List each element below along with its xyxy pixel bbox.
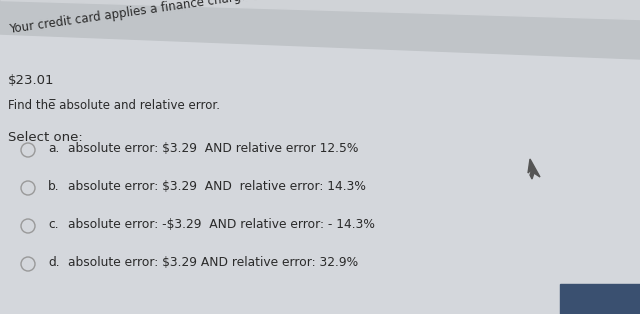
Text: $23.01: $23.01 [8, 74, 54, 87]
Text: absolute error: $3.29  AND relative error 12.5%: absolute error: $3.29 AND relative error… [68, 143, 358, 155]
Text: Find the̅ absolute and relative error.: Find the̅ absolute and relative error. [8, 99, 220, 112]
Text: Your credit card applies a finance charge of $26.30. The finance charge should h: Your credit card applies a finance charg… [8, 0, 536, 36]
Text: absolute error: $3.29 AND relative error: 32.9%: absolute error: $3.29 AND relative error… [68, 257, 358, 269]
Text: Select one:: Select one: [8, 131, 83, 144]
Bar [560, 284, 640, 314]
Text: c.: c. [48, 219, 59, 231]
Polygon shape [528, 159, 540, 179]
Polygon shape [0, 0, 640, 19]
Text: b.: b. [48, 181, 60, 193]
Text: absolute error: -$3.29  AND relative error: - 14.3%: absolute error: -$3.29 AND relative erro… [68, 219, 375, 231]
Text: absolute error: $3.29  AND  relative error: 14.3%: absolute error: $3.29 AND relative error… [68, 181, 366, 193]
Text: d.: d. [48, 257, 60, 269]
Polygon shape [0, 0, 640, 59]
Text: a.: a. [48, 143, 60, 155]
